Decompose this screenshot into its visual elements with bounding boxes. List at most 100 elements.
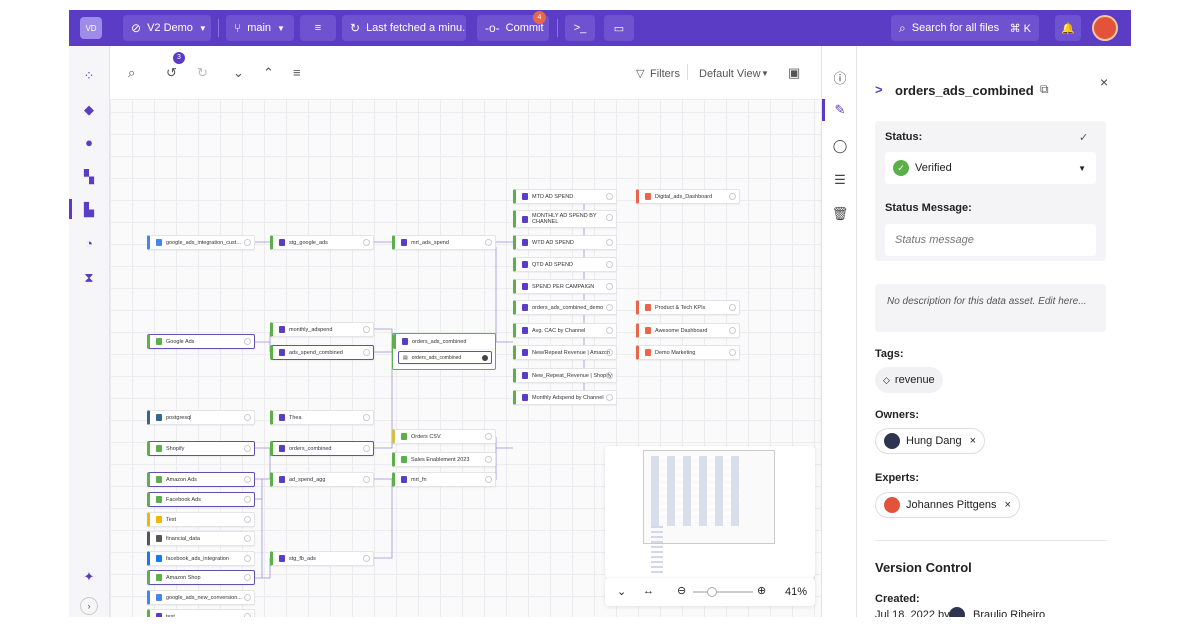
open-external-icon[interactable]: ⧉ — [1040, 82, 1049, 96]
graph-node[interactable]: orders_ads_combined_demo — [513, 300, 617, 315]
expand-all-icon[interactable]: ⌃ — [263, 65, 274, 80]
view-selector[interactable]: Default View — [699, 68, 761, 80]
node-menu-icon[interactable] — [606, 214, 613, 221]
node-menu-icon[interactable] — [363, 445, 370, 452]
lineage-icon[interactable]: ▙ — [84, 202, 94, 217]
zoom-out-icon[interactable]: ⊖ — [677, 585, 687, 597]
node-menu-icon[interactable] — [729, 304, 736, 311]
trash-icon[interactable]: 🗑 — [831, 206, 849, 221]
graph-node-selected[interactable]: orders_ads_combined — [393, 334, 495, 349]
node-menu-icon[interactable] — [606, 349, 613, 356]
graph-node[interactable]: QTD AD SPEND — [513, 257, 617, 272]
expert-chip[interactable]: Johannes Pittgens × — [875, 492, 1020, 518]
node-menu-icon[interactable] — [606, 372, 613, 379]
graph-node[interactable]: Amazon Ads — [147, 472, 255, 487]
status-message-input[interactable] — [885, 224, 1096, 256]
zoom-slider-handle[interactable] — [707, 587, 717, 597]
chevron-down-icon[interactable]: ⌄ — [617, 586, 627, 598]
graph-node[interactable]: Amazon Shop — [147, 570, 255, 585]
graph-node[interactable]: Awesome Dashboard — [636, 323, 740, 338]
save-icon[interactable]: ▣ — [788, 65, 801, 80]
collapse-all-icon[interactable]: ⌄ — [233, 65, 244, 80]
graph-node[interactable]: stg_fb_ads — [270, 551, 374, 566]
node-menu-icon[interactable] — [244, 496, 251, 503]
graph-node[interactable]: MTD AD SPEND. — [513, 189, 617, 204]
node-menu-icon[interactable] — [606, 304, 613, 311]
graph-node[interactable]: mrt_ads_spend — [392, 235, 496, 250]
node-menu-icon[interactable] — [363, 349, 370, 356]
filters-button[interactable]: Filters — [650, 68, 680, 80]
tag-icon[interactable]: ◆ — [84, 102, 94, 117]
node-menu-icon[interactable] — [729, 349, 736, 356]
remove-icon[interactable]: × — [969, 435, 977, 447]
fetch-button[interactable]: ↻ Last fetched a minu... — [342, 15, 466, 41]
node-close-icon[interactable] — [482, 355, 488, 361]
node-menu-icon[interactable] — [363, 326, 370, 333]
node-menu-icon[interactable] — [485, 433, 492, 440]
graph-node[interactable]: monthly_adspend — [270, 322, 374, 337]
checklist-icon[interactable]: ☰ — [834, 172, 846, 187]
node-menu-icon[interactable] — [606, 327, 613, 334]
graph-node[interactable]: New/Repeat Revenue | Amazon — [513, 345, 617, 360]
node-menu-icon[interactable] — [485, 239, 492, 246]
align-icon[interactable]: ≡ — [293, 65, 301, 80]
graph-node[interactable]: google_ads_new_conversion... — [147, 590, 255, 605]
node-menu-icon[interactable] — [606, 193, 613, 200]
node-menu-icon[interactable] — [363, 414, 370, 421]
owner-chip[interactable]: Hung Dang × — [875, 428, 986, 454]
node-menu-icon[interactable] — [363, 476, 370, 483]
node-menu-icon[interactable] — [363, 239, 370, 246]
graph-node[interactable]: Facebook Ads — [147, 492, 255, 507]
search-files[interactable]: ⌕ Search for all files ⌘ K — [891, 15, 1039, 41]
graph-node[interactable]: ad_spend_agg — [270, 472, 374, 487]
chevron-down-icon[interactable]: ▼ — [761, 69, 769, 78]
settings-button[interactable]: ≡ — [300, 15, 336, 41]
timer-icon[interactable]: ◔ — [85, 236, 93, 251]
node-menu-icon[interactable] — [244, 338, 251, 345]
layers-icon[interactable]: ▚ — [84, 169, 94, 184]
description-box[interactable]: No description for this data asset. Edit… — [875, 284, 1106, 332]
graph-node[interactable]: Orders CSV — [392, 429, 496, 444]
node-menu-icon[interactable] — [606, 239, 613, 246]
graph-node[interactable]: Google Ads — [147, 334, 255, 349]
node-menu-icon[interactable] — [244, 555, 251, 562]
graph-node[interactable]: Shopify — [147, 441, 255, 456]
node-menu-icon[interactable] — [729, 327, 736, 334]
node-menu-icon[interactable] — [244, 535, 251, 542]
node-menu-icon[interactable] — [485, 476, 492, 483]
graph-node[interactable]: stg_google_ads — [270, 235, 374, 250]
remove-icon[interactable]: × — [1004, 499, 1011, 511]
node-menu-icon[interactable] — [485, 456, 492, 463]
fit-width-icon[interactable]: ↔ — [643, 585, 654, 597]
zoom-in-icon[interactable]: ⊕ — [757, 585, 767, 597]
branch-selector[interactable]: ⑂ main ▼ — [226, 15, 294, 41]
graph-node[interactable]: orders_combined — [270, 441, 374, 456]
node-menu-icon[interactable] — [244, 516, 251, 523]
target-icon[interactable]: ● — [85, 135, 93, 150]
status-select[interactable]: ✓ Verified ▼ — [885, 152, 1096, 184]
graph-node[interactable]: Digital_ads_Dashboard — [636, 189, 740, 204]
node-menu-icon[interactable] — [244, 613, 251, 617]
expand-button[interactable]: › — [80, 597, 98, 615]
comment-icon[interactable]: ◯ — [832, 138, 848, 153]
node-menu-icon[interactable] — [244, 476, 251, 483]
close-icon[interactable]: × — [1100, 74, 1109, 90]
graph-node[interactable]: WTD AD SPEND — [513, 235, 617, 250]
graph-node[interactable]: Test — [147, 512, 255, 527]
graph-node[interactable]: google_ads_integration_cust... — [147, 235, 255, 250]
terminal-button[interactable]: >_ — [565, 15, 595, 41]
search-icon[interactable]: ⌕ — [128, 65, 136, 80]
graph-node[interactable]: Sales Enablement 2023 — [392, 452, 496, 467]
graph-node-column[interactable]: ▤ orders_ads_combined — [398, 351, 492, 364]
node-menu-icon[interactable] — [244, 594, 251, 601]
undo-icon[interactable]: ↺ — [166, 65, 177, 80]
graph-node[interactable]: MONTHLY AD SPEND BY CHANNEL — [513, 210, 617, 228]
workspace-avatar[interactable]: VD — [80, 17, 102, 39]
info-icon[interactable]: ⓘ — [833, 71, 847, 86]
node-menu-icon[interactable] — [729, 193, 736, 200]
node-menu-icon[interactable] — [606, 261, 613, 268]
minimap[interactable] — [605, 446, 815, 578]
node-menu-icon[interactable] — [363, 555, 370, 562]
node-menu-icon[interactable] — [606, 283, 613, 290]
graph-node[interactable]: facebook_ads_integration — [147, 551, 255, 566]
